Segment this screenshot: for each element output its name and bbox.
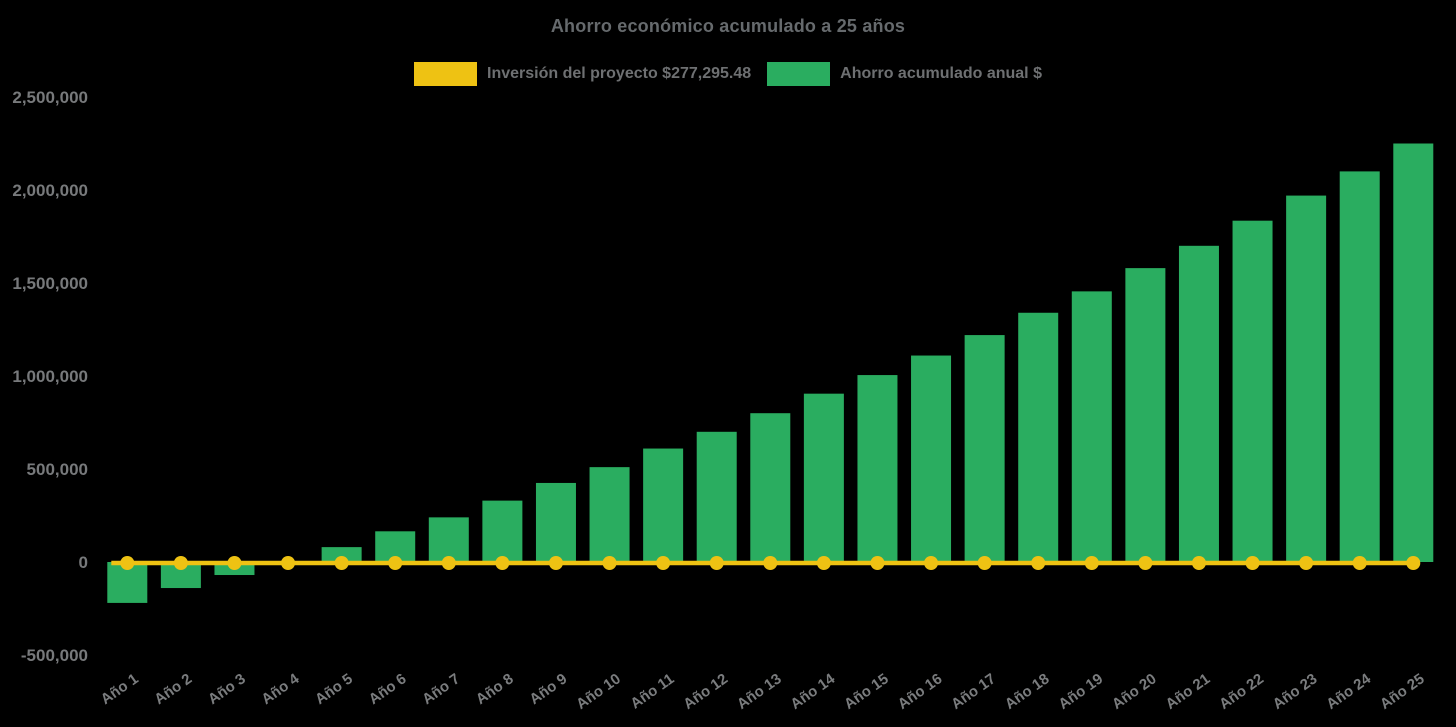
investment-line-point [1138, 556, 1153, 570]
y-axis-tick-label: 1,500,000 [12, 274, 88, 293]
investment-line-point [924, 556, 939, 570]
x-axis-tick-label: Año 25 [1377, 670, 1428, 713]
investment-line-point [120, 556, 135, 570]
x-axis-tick-label: Año 4 [258, 670, 302, 708]
y-axis-tick-label: 1,000,000 [12, 367, 88, 386]
y-axis-tick-label: 0 [79, 553, 88, 572]
investment-line-point [334, 556, 349, 570]
bar-año-13 [750, 413, 791, 562]
x-axis-tick-label: Año 9 [526, 670, 570, 708]
bar-año-22 [1232, 220, 1273, 562]
investment-line-point [441, 556, 456, 570]
bar-año-17 [964, 335, 1005, 562]
legend-swatch-green [767, 62, 831, 86]
bar-año-8 [482, 500, 523, 562]
x-axis-tick-label: Año 16 [895, 670, 946, 713]
bar-año-20 [1125, 268, 1166, 562]
legend-label-ahorro: Ahorro acumulado anual $ [840, 65, 1042, 82]
investment-line-point [548, 556, 563, 570]
bar-año-25 [1393, 143, 1434, 562]
x-axis-tick-label: Año 7 [419, 670, 463, 708]
y-axis-tick-label: 2,000,000 [12, 181, 88, 200]
x-axis-tick-label: Año 23 [1270, 670, 1321, 713]
x-axis-tick-label: Año 14 [787, 670, 838, 713]
bar-año-15 [857, 375, 898, 562]
investment-line-point [1031, 556, 1046, 570]
investment-line-point [1245, 556, 1260, 570]
x-axis-tick-label: Año 2 [151, 670, 195, 708]
bar-año-11 [643, 448, 684, 562]
x-axis-tick-label: Año 15 [841, 670, 892, 713]
bar-año-10 [589, 467, 630, 562]
x-axis-tick-label: Año 19 [1055, 670, 1106, 713]
investment-line-point [1299, 556, 1314, 570]
investment-line-point [1352, 556, 1367, 570]
y-axis-tick-label: 500,000 [27, 460, 88, 479]
x-axis-tick-label: Año 1 [98, 670, 142, 708]
investment-line-point [656, 556, 671, 570]
investment-line-point [977, 556, 992, 570]
bar-año-24 [1339, 171, 1380, 562]
x-axis-tick-label: Año 20 [1109, 670, 1160, 713]
x-axis-tick-label: Año 21 [1163, 670, 1214, 713]
investment-line-point [173, 556, 188, 570]
x-axis-tick-label: Año 22 [1216, 670, 1267, 713]
investment-line-point [870, 556, 885, 570]
bar-año-7 [428, 517, 469, 562]
bar-año-21 [1178, 245, 1219, 563]
y-axis-tick-label: 2,500,000 [12, 88, 88, 107]
investment-line-point [495, 556, 510, 570]
x-axis-tick-label: Año 3 [205, 670, 249, 708]
bar-año-23 [1286, 195, 1327, 562]
bar-año-14 [803, 393, 844, 562]
bar-año-5 [321, 547, 362, 562]
bar-año-18 [1018, 312, 1059, 562]
bar-año-9 [535, 482, 576, 562]
x-axis-tick-label: Año 10 [573, 670, 624, 713]
legend-swatch-yellow [414, 62, 478, 86]
investment-line-point [709, 556, 724, 570]
investment-line-point [1406, 556, 1421, 570]
x-axis-tick-label: Año 5 [312, 670, 356, 708]
bar-año-12 [696, 431, 737, 562]
investment-line-point [1191, 556, 1206, 570]
x-axis-tick-label: Año 13 [734, 670, 785, 713]
investment-line-point [1084, 556, 1099, 570]
x-axis-tick-label: Año 12 [680, 670, 731, 713]
bar-año-16 [911, 355, 952, 562]
y-axis-tick-label: -500,000 [21, 646, 88, 665]
bar-año-19 [1071, 291, 1112, 562]
chart-title: Ahorro económico acumulado a 25 años [550, 16, 906, 36]
x-axis-tick-label: Año 17 [948, 670, 999, 713]
investment-line-point [281, 556, 296, 570]
legend-item-inversion[interactable]: Inversión del proyecto $277,295.48 [414, 62, 751, 86]
legend-label-inversion: Inversión del proyecto $277,295.48 [487, 65, 752, 82]
x-axis-tick-label: Año 24 [1323, 670, 1374, 713]
investment-line-point [602, 556, 617, 570]
investment-line-point [388, 556, 403, 570]
investment-line-point [763, 556, 778, 570]
investment-line-point [227, 556, 242, 570]
investment-line-point [816, 556, 831, 570]
x-axis-tick-label: Año 18 [1002, 670, 1053, 713]
x-axis-tick-label: Año 8 [473, 670, 517, 708]
x-axis-tick-label: Año 6 [366, 670, 410, 708]
x-axis-tick-label: Año 11 [627, 670, 677, 712]
legend-item-ahorro[interactable]: Ahorro acumulado anual $ [767, 62, 1042, 86]
chart-legend: Inversión del proyecto $277,295.48 Ahorr… [0, 62, 1456, 86]
